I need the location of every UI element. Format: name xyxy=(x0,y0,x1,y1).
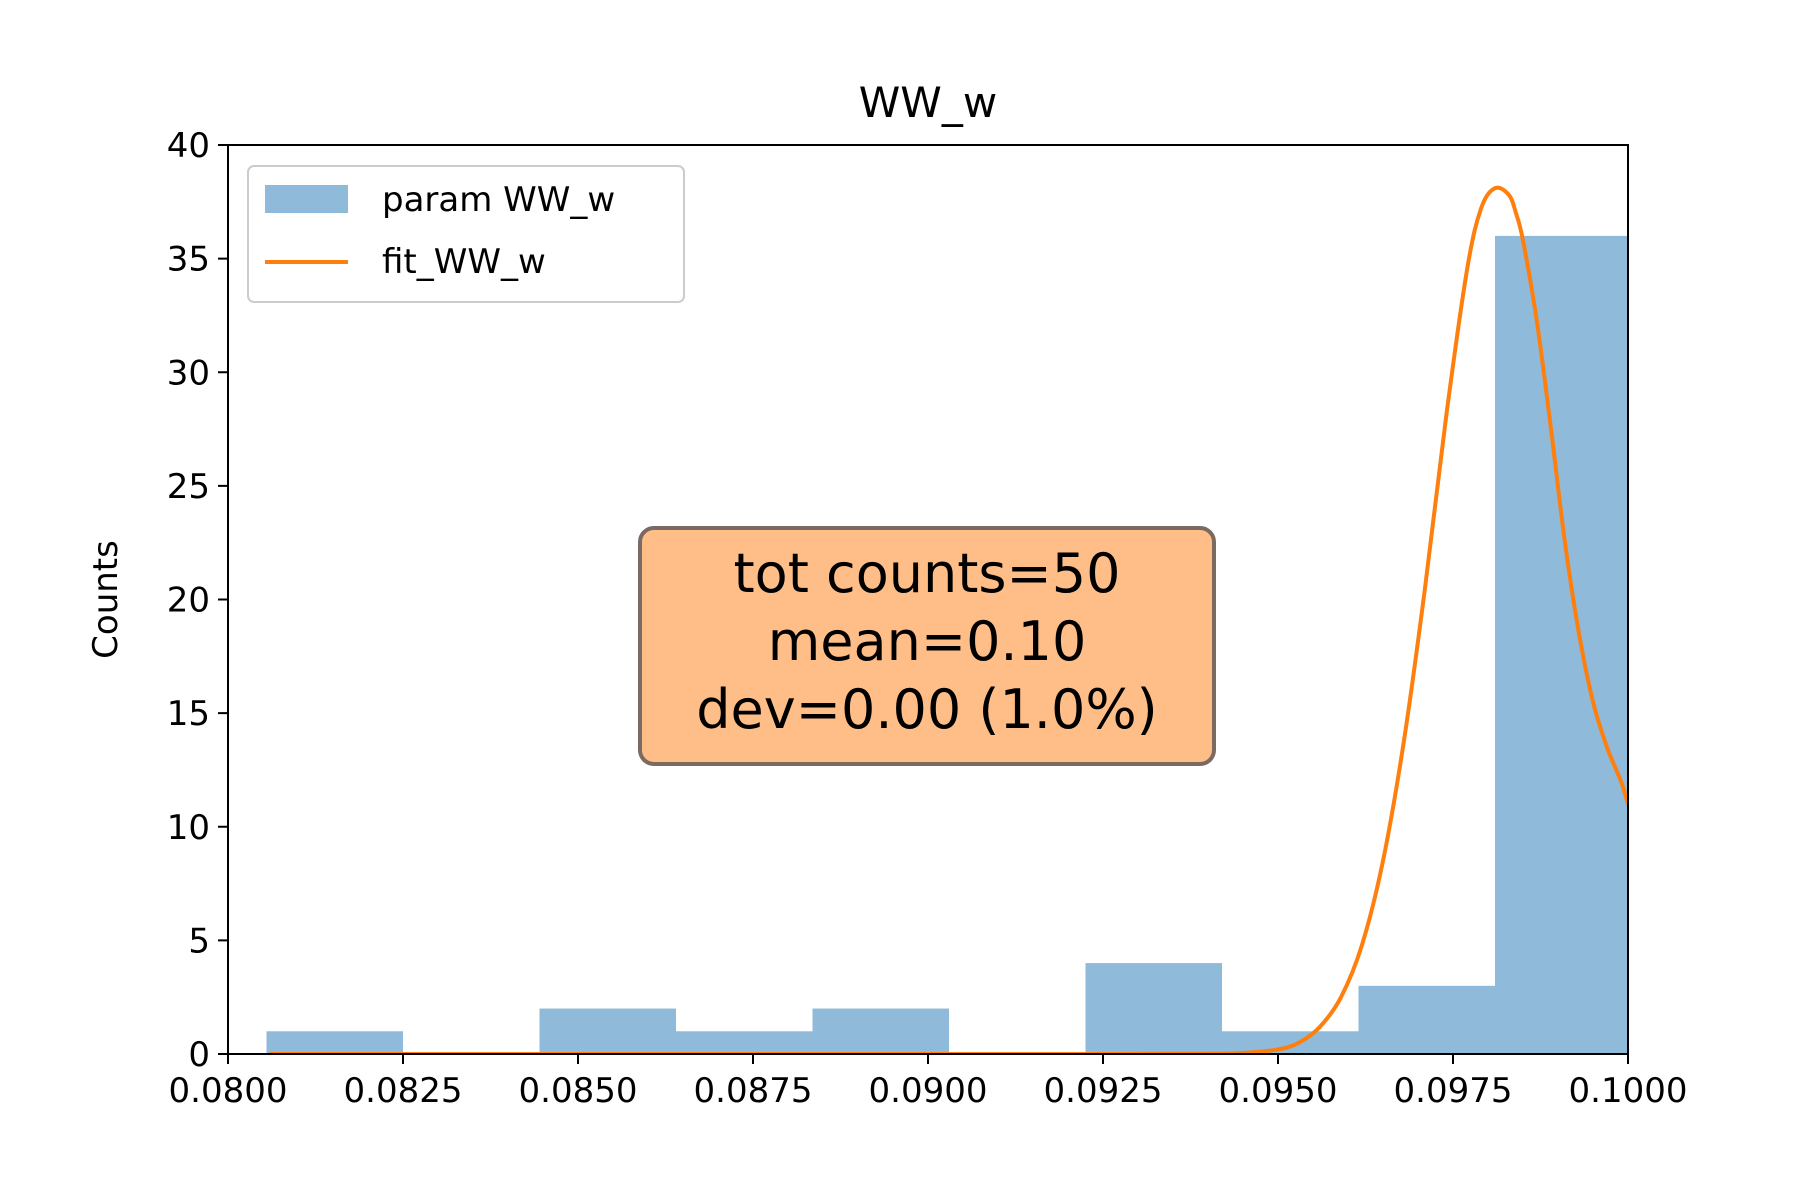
fit-line-layer xyxy=(270,185,1628,1054)
annotation-total-counts: tot counts=50 xyxy=(734,542,1121,605)
chart-title: WW_w xyxy=(859,78,997,127)
y-tick-label: 0 xyxy=(188,1035,210,1075)
annotation-mean: mean=0.10 xyxy=(768,610,1087,673)
x-tick-label: 0.1000 xyxy=(1569,1071,1688,1111)
histogram-bar xyxy=(1085,963,1222,1054)
x-tick-label: 0.0800 xyxy=(169,1071,288,1111)
legend: param WW_w fit_WW_w xyxy=(247,165,685,303)
annotation-dev: dev=0.00 (1.0%) xyxy=(696,678,1157,741)
y-tick-label: 10 xyxy=(167,808,210,848)
y-axis-ticks: 0 5 10 15 20 25 30 35 40 xyxy=(167,126,228,1075)
y-tick-label: 15 xyxy=(167,694,210,734)
legend-box xyxy=(247,165,685,303)
y-tick-label: 20 xyxy=(167,581,210,621)
y-tick-label: 30 xyxy=(167,353,210,393)
y-tick-label: 40 xyxy=(167,126,210,166)
histogram-bar xyxy=(1495,235,1628,1054)
x-tick-label: 0.0825 xyxy=(344,1071,463,1111)
x-tick-label: 0.0850 xyxy=(519,1071,638,1111)
x-tick-label: 0.0875 xyxy=(694,1071,813,1111)
legend-label-fit: fit_WW_w xyxy=(382,242,546,282)
fit-line xyxy=(270,185,1628,1054)
histogram-bar xyxy=(1222,1031,1359,1054)
legend-label-histogram: param WW_w xyxy=(382,180,615,220)
histogram-bar xyxy=(676,1031,813,1054)
histogram-bar xyxy=(812,1008,949,1054)
y-tick-label: 5 xyxy=(188,921,210,961)
legend-swatch-histogram xyxy=(265,185,348,213)
x-axis-ticks: 0.0800 0.0825 0.0850 0.0875 0.0900 0.0925 0.09… xyxy=(169,1054,1688,1111)
annotation-box xyxy=(638,526,1216,766)
x-tick-label: 0.0975 xyxy=(1394,1071,1513,1111)
histogram-bars xyxy=(266,235,1628,1054)
x-tick-label: 0.0925 xyxy=(1044,1071,1163,1111)
histogram-bar xyxy=(539,1008,676,1054)
y-tick-label: 35 xyxy=(167,240,210,280)
histogram-bar xyxy=(1358,985,1495,1054)
y-axis-label: Counts xyxy=(86,540,126,659)
x-tick-label: 0.0950 xyxy=(1219,1071,1338,1111)
histogram-bar xyxy=(266,1031,403,1054)
x-tick-label: 0.0900 xyxy=(869,1071,988,1111)
stats-annotation-box: tot counts=50 mean=0.10 dev=0.00 (1.0%) xyxy=(638,526,1216,766)
y-tick-label: 25 xyxy=(167,467,210,507)
